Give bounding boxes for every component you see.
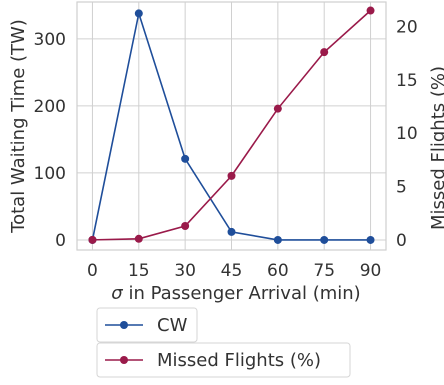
legend-marker [120,356,128,364]
y-right-tick-label: 20 [396,18,418,38]
x-axis-title: σ in Passenger Arrival (min) [111,283,360,304]
data-point-cw [366,235,375,244]
axes [76,1,387,251]
x-axis-title-symbol: σ [111,283,123,304]
x-axis-title-text: in Passenger Arrival (min) [123,283,361,304]
legend: CW Missed Flights (%) [96,307,351,378]
data-point-cw [181,154,190,163]
data-point-missed-flights [366,6,375,15]
data-point-missed-flights [181,222,190,230]
legend-box [96,342,351,378]
y-left-tick-label: 100 [34,164,66,184]
legend-label: CW [157,315,188,336]
grid-lines [77,2,386,250]
legend-label: Missed Flights (%) [157,350,321,371]
data-point-missed-flights [273,104,282,113]
data-point-cw [320,235,329,244]
x-tick-label: 60 [267,261,289,281]
x-tick-label: 15 [128,261,150,281]
series-lines [88,6,375,244]
y-right-tick-label: 15 [396,71,418,91]
data-point-missed-flights [88,235,97,244]
x-tick-label: 75 [313,261,335,281]
x-tick-label: 30 [174,261,196,281]
y-right-tick-label: 0 [396,231,407,251]
y-axis-right-title: Missed Flights (%) [428,66,444,230]
y-right-tick-label: 5 [396,178,407,198]
y-axis-left-title: Total Waiting Time (TW) [8,19,29,234]
data-point-cw [134,9,143,18]
legend-box [96,307,198,343]
data-point-missed-flights [134,234,143,243]
legend-marker [120,321,128,329]
x-tick-label: 90 [360,261,382,281]
y-left-tick-label: 200 [34,97,66,117]
data-point-cw [227,227,236,236]
data-point-missed-flights [227,171,236,180]
y-left-tick-label: 0 [55,231,66,251]
data-point-missed-flights [320,48,329,57]
x-tick-label: 0 [87,261,98,281]
y-right-tick-label: 10 [396,124,418,144]
data-point-cw [273,235,282,244]
y-left-tick-label: 300 [34,30,66,50]
tick-labels: 0 15 30 45 60 75 90 0 100 200 300 0 5 10 15 20 [34,18,418,281]
plot-frame [76,1,387,251]
x-tick-label: 45 [221,261,243,281]
